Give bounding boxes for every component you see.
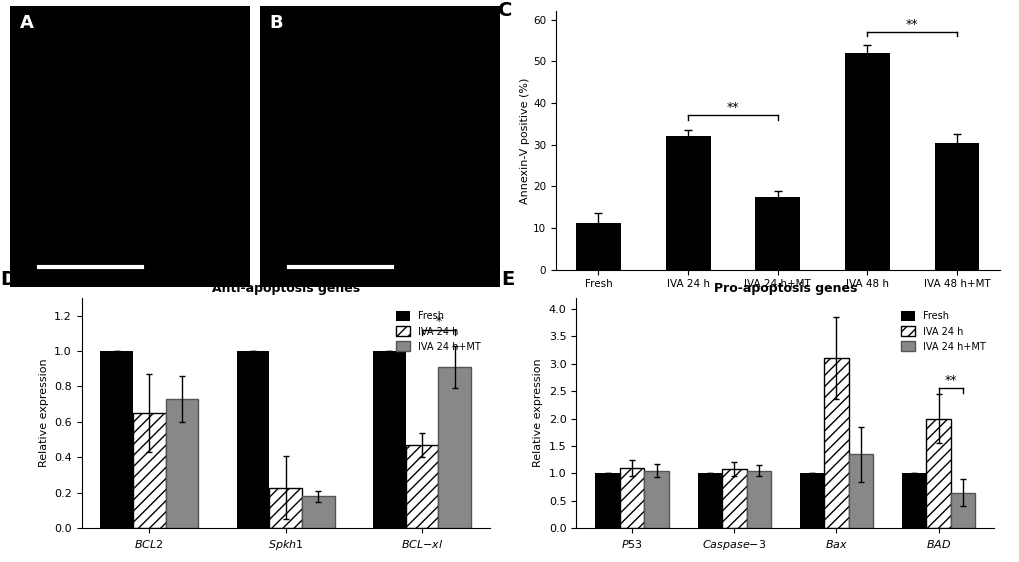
Text: **: ** xyxy=(726,101,739,114)
Text: A: A xyxy=(19,14,34,32)
Bar xyxy=(721,469,746,528)
Text: C: C xyxy=(497,1,513,20)
Bar xyxy=(576,223,621,270)
Bar xyxy=(933,143,978,270)
Legend: Fresh, IVA 24 h, IVA 24 h+MT: Fresh, IVA 24 h, IVA 24 h+MT xyxy=(896,307,988,356)
Text: **: ** xyxy=(905,18,917,31)
Bar xyxy=(644,471,668,528)
Bar xyxy=(269,487,302,528)
Bar xyxy=(799,473,823,528)
Text: E: E xyxy=(500,270,514,289)
Bar xyxy=(901,473,925,528)
Bar xyxy=(373,351,406,528)
Bar xyxy=(438,367,471,528)
Bar xyxy=(595,473,620,528)
Bar xyxy=(925,419,950,528)
Bar xyxy=(755,197,799,270)
Text: **: ** xyxy=(944,374,956,387)
Bar xyxy=(697,473,721,528)
Y-axis label: Relative expression: Relative expression xyxy=(39,359,49,468)
Bar xyxy=(165,399,198,528)
Bar xyxy=(746,471,770,528)
Bar xyxy=(236,351,269,528)
Bar xyxy=(100,351,132,528)
Bar xyxy=(132,413,165,528)
Text: *: * xyxy=(435,315,441,328)
Bar xyxy=(950,493,974,528)
Text: D: D xyxy=(0,270,16,289)
Text: B: B xyxy=(269,14,283,32)
Y-axis label: Annexin-V positive (%): Annexin-V positive (%) xyxy=(520,78,530,203)
Legend: Fresh, IVA 24 h, IVA 24 h+MT: Fresh, IVA 24 h, IVA 24 h+MT xyxy=(391,307,484,356)
Bar xyxy=(665,137,710,270)
Bar xyxy=(406,445,438,528)
Bar xyxy=(823,358,848,528)
Bar xyxy=(302,496,334,528)
Title: Pro-apoptosis genes: Pro-apoptosis genes xyxy=(713,282,856,295)
Bar xyxy=(620,468,644,528)
Bar xyxy=(844,53,889,270)
Bar xyxy=(848,454,872,528)
Title: Anti-apoptosis genes: Anti-apoptosis genes xyxy=(211,282,360,295)
Y-axis label: Relative expression: Relative expression xyxy=(533,359,543,468)
